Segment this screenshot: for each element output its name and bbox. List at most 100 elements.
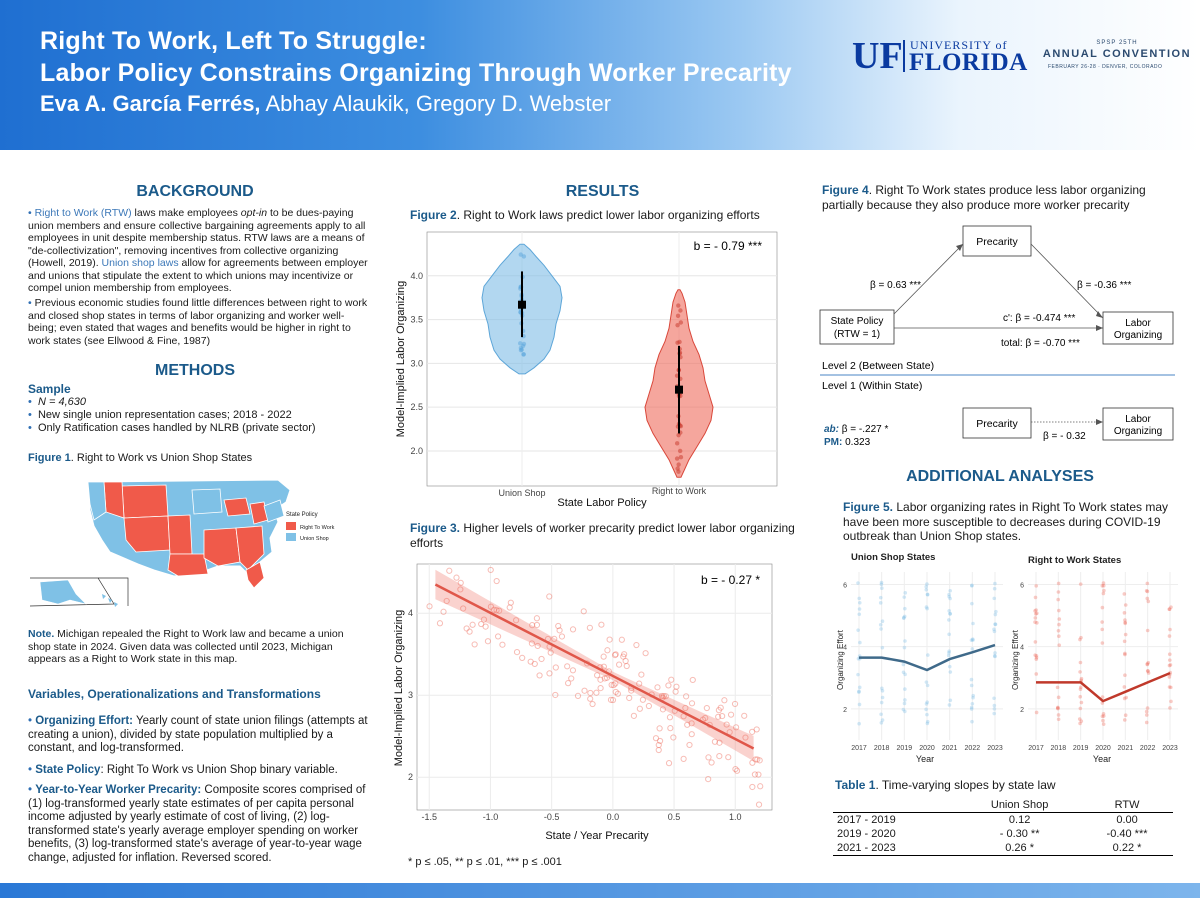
fig3-point bbox=[688, 731, 695, 738]
fig3-point bbox=[453, 574, 460, 581]
fig3-point bbox=[598, 621, 605, 628]
fig5a-xtick-label: 2021 bbox=[942, 745, 958, 752]
fig5a-point bbox=[903, 639, 907, 643]
precarity-label-level1: Precarity bbox=[976, 418, 1018, 430]
fig5b-point bbox=[1168, 627, 1172, 632]
fig3-point bbox=[616, 661, 623, 668]
fig5b-point bbox=[1101, 718, 1105, 723]
table1-caption: Table 1. Time-varying slopes by state la… bbox=[835, 778, 1056, 793]
fig2-point-rtw bbox=[675, 466, 680, 471]
fig5b-point bbox=[1100, 584, 1105, 588]
var1-text: Yearly count of state union filings (att… bbox=[28, 715, 368, 754]
fig3-point bbox=[654, 684, 661, 691]
fig3-point bbox=[756, 757, 763, 764]
fig2-point-rtw bbox=[674, 441, 680, 446]
fig5a-xtick-label: 2017 bbox=[851, 745, 867, 752]
poster-footer bbox=[0, 883, 1200, 898]
mean-right-to-work bbox=[675, 385, 683, 394]
table-header-cell: Union Shop bbox=[958, 798, 1082, 813]
fig2-point-rtw bbox=[675, 322, 680, 328]
fig5b-point bbox=[1145, 596, 1150, 601]
fig5b-point bbox=[1123, 621, 1128, 626]
fig5a-point bbox=[925, 719, 930, 724]
figure2-violin-chart: 2.0 2.5 3.0 3.5 4.0 b = - 0.79 *** Union Sho… bbox=[395, 231, 778, 509]
fig5b-point bbox=[1035, 621, 1039, 625]
fig5b-point bbox=[1101, 581, 1106, 585]
legend-label-rtw: Right To Work bbox=[300, 525, 335, 531]
fig3-ylabel: Model-Implied Labor Organizing bbox=[393, 610, 405, 767]
figure5-caption: Figure 5. Labor organizing rates in Righ… bbox=[843, 500, 1173, 544]
fig5a-point bbox=[946, 653, 951, 658]
fig5b-point bbox=[1057, 622, 1061, 627]
fig3-point bbox=[496, 607, 503, 614]
fig3-point bbox=[531, 660, 538, 668]
fig3-point bbox=[601, 675, 608, 682]
fig3-point bbox=[597, 685, 604, 692]
fig5a-point bbox=[947, 609, 952, 613]
fig5b-point bbox=[1034, 653, 1039, 658]
fig5a-point bbox=[971, 638, 975, 642]
fig3-point bbox=[440, 608, 447, 615]
fig5b-point bbox=[1145, 662, 1150, 667]
fig5a-point bbox=[947, 649, 951, 653]
fig5a-point bbox=[857, 596, 862, 601]
variables-heading: Variables, Operationalizations and Trans… bbox=[28, 687, 321, 701]
fig5a-point bbox=[856, 581, 860, 585]
fig5a-ytick-label: 4 bbox=[843, 645, 847, 652]
fig3-point bbox=[642, 650, 649, 657]
fig5b-point bbox=[1167, 685, 1172, 689]
fig3-point bbox=[614, 690, 621, 697]
fig5b-point bbox=[1056, 597, 1060, 602]
level1-label: Level 1 (Within State) bbox=[822, 380, 922, 392]
fig3-point bbox=[607, 696, 615, 703]
fig5a-point bbox=[903, 606, 907, 611]
fig5a-point bbox=[880, 645, 885, 650]
fig5b-xtick-label: 2021 bbox=[1118, 745, 1134, 752]
fig5b-point bbox=[1145, 669, 1150, 673]
fig3-point bbox=[732, 765, 739, 773]
fig5b-point bbox=[1100, 620, 1104, 624]
fig2-xtick-union-shop: Union Shop bbox=[498, 488, 545, 498]
fig3-point bbox=[645, 702, 652, 710]
table-header-cell bbox=[833, 798, 959, 813]
fig2-point-union-shop bbox=[521, 352, 526, 357]
fig3-point bbox=[683, 693, 690, 700]
fig3-point bbox=[466, 628, 473, 635]
fig3-point bbox=[460, 605, 467, 612]
fig3-point bbox=[618, 636, 625, 643]
fig3-point bbox=[719, 712, 726, 720]
table-row: 2021 - 2023 0.26 * 0.22 * bbox=[833, 841, 1173, 856]
fig5a-point bbox=[880, 718, 885, 722]
fig3-point bbox=[612, 680, 619, 687]
fig3-point bbox=[565, 680, 572, 687]
figure1-caption: Figure 1. Right to Work vs Union Shop St… bbox=[28, 451, 252, 466]
fig2-point-rtw bbox=[678, 320, 684, 325]
fig5b-point bbox=[1100, 641, 1105, 645]
fig3-point bbox=[569, 667, 577, 674]
fig3-point bbox=[594, 672, 601, 679]
fig3-point bbox=[574, 692, 582, 700]
fig5a-point bbox=[947, 594, 951, 599]
fig5b-xtick-label: 2019 bbox=[1073, 745, 1089, 752]
fig3-point bbox=[457, 579, 464, 586]
fig5a-point bbox=[902, 614, 907, 619]
fig5b-point bbox=[1122, 696, 1127, 701]
fig5a-point bbox=[925, 653, 930, 657]
fig3-point bbox=[656, 725, 663, 732]
fig5a-point bbox=[947, 592, 951, 597]
poster-title-line1: Right To Work, Left To Struggle: bbox=[40, 27, 427, 55]
fig3-point bbox=[684, 721, 691, 728]
fig5b-xtick-label: 2020 bbox=[1095, 745, 1111, 752]
fig5a-point bbox=[880, 695, 885, 700]
labor-label-2: Organizing bbox=[1114, 330, 1162, 341]
fig5b-point bbox=[1057, 643, 1062, 648]
fig5a-point bbox=[925, 592, 930, 597]
fig5b-point bbox=[1167, 658, 1172, 662]
fig3-point bbox=[547, 649, 554, 656]
fig3-point bbox=[741, 712, 748, 719]
fig3-point bbox=[494, 633, 502, 640]
sample-item: • New single union representation cases;… bbox=[28, 409, 292, 421]
fig5a-point bbox=[992, 703, 997, 708]
rtw-term: Right to Work (RTW) bbox=[34, 207, 132, 219]
fig3-point bbox=[622, 657, 629, 665]
